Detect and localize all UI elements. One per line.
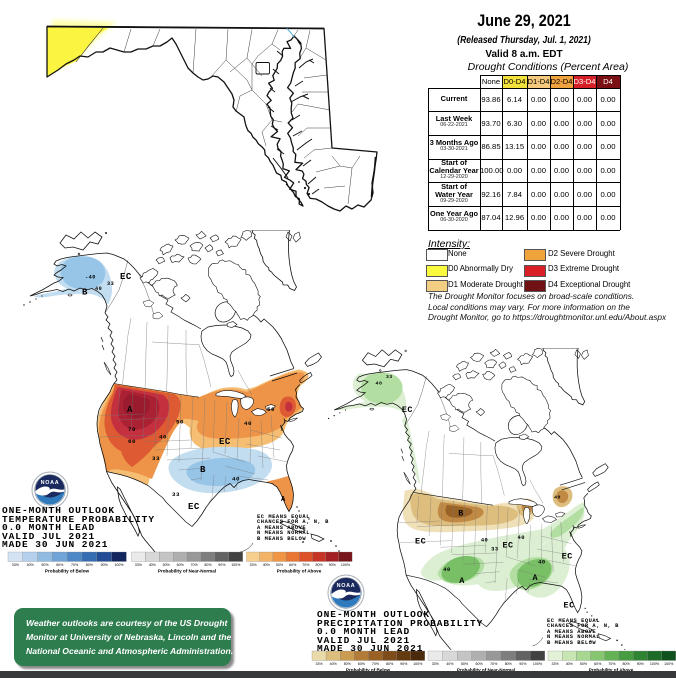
svg-text:60%: 60% — [289, 563, 297, 567]
svg-text:50%: 50% — [580, 662, 588, 666]
svg-text:40: 40 — [244, 420, 252, 427]
svg-text:50: 50 — [176, 419, 184, 426]
svg-text:33%: 33% — [135, 563, 143, 567]
svg-text:40: 40 — [95, 286, 102, 292]
svg-text:50%: 50% — [276, 563, 284, 567]
svg-text:33: 33 — [152, 455, 160, 462]
svg-text:100%: 100% — [231, 563, 241, 567]
svg-text:EC: EC — [502, 540, 513, 550]
svg-text:90%: 90% — [101, 563, 109, 567]
svg-text:EC: EC — [219, 437, 231, 447]
svg-text:33: 33 — [107, 281, 114, 287]
svg-text:A: A — [533, 573, 539, 583]
svg-text:100%: 100% — [533, 662, 543, 666]
svg-text:40: 40 — [232, 476, 240, 483]
svg-text:EC: EC — [120, 272, 132, 282]
svg-text:Probability of Near-Normal: Probability of Near-Normal — [457, 668, 515, 673]
svg-text:Probability of Below: Probability of Below — [45, 569, 90, 574]
svg-text:33: 33 — [386, 374, 393, 380]
svg-text:40%: 40% — [330, 662, 338, 666]
svg-text:80%: 80% — [315, 563, 323, 567]
svg-text:80%: 80% — [386, 662, 394, 666]
svg-text:70%: 70% — [490, 662, 498, 666]
svg-text:Probability of Above: Probability of Above — [277, 569, 322, 574]
svg-text:50%: 50% — [461, 662, 469, 666]
svg-text:80%: 80% — [505, 662, 513, 666]
svg-text:100%: 100% — [341, 563, 351, 567]
svg-text:40%: 40% — [446, 662, 454, 666]
svg-text:80%: 80% — [622, 662, 630, 666]
svg-text:50%: 50% — [163, 563, 171, 567]
svg-text:60%: 60% — [177, 563, 185, 567]
svg-text:33%: 33% — [249, 563, 257, 567]
svg-text:EC: EC — [402, 405, 413, 415]
svg-text:40%: 40% — [263, 563, 271, 567]
svg-text:70%: 70% — [608, 662, 616, 666]
svg-text:90%: 90% — [329, 563, 337, 567]
svg-text:40%: 40% — [566, 662, 574, 666]
svg-text:90%: 90% — [637, 662, 645, 666]
svg-text:90%: 90% — [519, 662, 527, 666]
svg-text:90%: 90% — [218, 563, 226, 567]
svg-text:50: 50 — [267, 406, 275, 413]
svg-text:100%: 100% — [664, 662, 674, 666]
svg-text:40: 40 — [376, 381, 383, 387]
svg-text:60%: 60% — [358, 662, 366, 666]
svg-text:A: A — [281, 496, 286, 504]
svg-text:B: B — [458, 508, 464, 518]
svg-text:33: 33 — [172, 491, 180, 498]
svg-text:40: 40 — [518, 534, 525, 541]
svg-text:40: 40 — [538, 558, 545, 565]
svg-text:40%: 40% — [149, 563, 157, 567]
svg-text:70%: 70% — [372, 662, 380, 666]
svg-text:40: 40 — [159, 434, 167, 441]
svg-text:A: A — [459, 576, 465, 586]
svg-text:NOAA: NOAA — [337, 583, 356, 589]
svg-text:100%: 100% — [413, 662, 423, 666]
svg-text:70%: 70% — [71, 563, 79, 567]
svg-text:60: 60 — [128, 438, 136, 445]
svg-text:40: 40 — [554, 494, 561, 500]
svg-text:60%: 60% — [56, 563, 64, 567]
svg-text:40: 40 — [443, 566, 450, 573]
svg-text:B: B — [82, 288, 88, 298]
svg-text:100%: 100% — [114, 563, 124, 567]
svg-text:100%: 100% — [650, 662, 660, 666]
svg-text:33%: 33% — [315, 662, 323, 666]
svg-text:90%: 90% — [400, 662, 408, 666]
svg-text:50%: 50% — [344, 662, 352, 666]
svg-text:40%: 40% — [27, 563, 35, 567]
svg-text:EC: EC — [564, 600, 575, 610]
svg-text:40: 40 — [481, 537, 488, 544]
svg-text:A: A — [127, 405, 133, 415]
svg-text:80%: 80% — [204, 563, 212, 567]
svg-text:70%: 70% — [190, 563, 198, 567]
svg-text:33: 33 — [491, 546, 498, 553]
svg-text:-40: -40 — [85, 275, 96, 281]
svg-text:70%: 70% — [302, 563, 310, 567]
svg-text:33%: 33% — [551, 662, 559, 666]
svg-text:Probability of Below: Probability of Below — [346, 668, 391, 673]
svg-text:EC: EC — [562, 552, 573, 562]
svg-text:NOAA: NOAA — [41, 480, 60, 486]
svg-text:33%: 33% — [12, 563, 20, 567]
svg-text:B: B — [200, 465, 206, 475]
svg-text:Probability of Above: Probability of Above — [589, 668, 634, 673]
svg-text:60%: 60% — [594, 662, 602, 666]
svg-text:33%: 33% — [432, 662, 440, 666]
svg-text:EC: EC — [415, 537, 426, 547]
svg-text:EC: EC — [188, 502, 200, 512]
svg-text:50%: 50% — [41, 563, 49, 567]
svg-text:70: 70 — [128, 426, 136, 433]
svg-text:60%: 60% — [475, 662, 483, 666]
svg-text:Probability of Near-Normal: Probability of Near-Normal — [158, 569, 216, 574]
svg-text:80%: 80% — [86, 563, 94, 567]
